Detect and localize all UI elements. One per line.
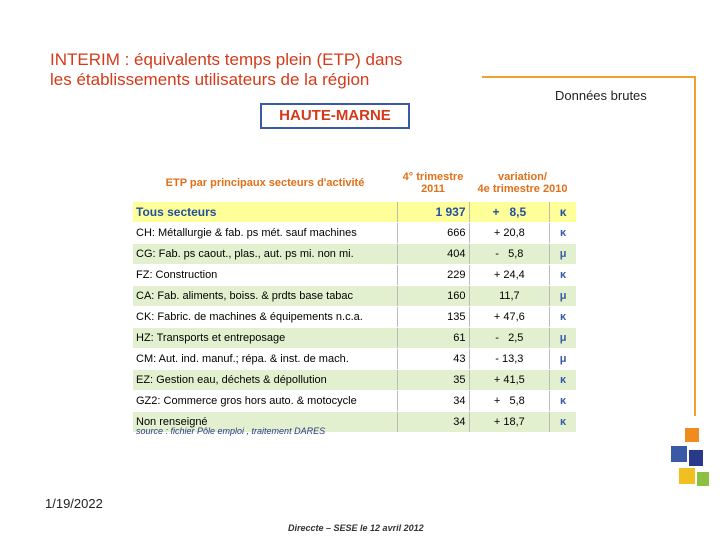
table-cell: GZ2: Commerce gros hors auto. & motocycl…: [133, 390, 397, 412]
header-cell: variation/4e trimestre 2010: [469, 164, 576, 202]
table-cell: 135: [396, 306, 469, 328]
header-text: variation/: [498, 171, 547, 183]
table-cell: + 20,8: [468, 222, 550, 244]
table-row: CM: Aut. ind. manuf.; répa. & inst. de m…: [133, 348, 576, 370]
title: INTERIM : équivalents temps plein (ETP) …: [50, 50, 470, 90]
table-cell: CA: Fab. aliments, boiss. & prdts base t…: [133, 285, 397, 307]
table-row: CH: Métallurgie & fab. ps mét. sauf mach…: [133, 222, 576, 244]
table-cell: FZ: Construction: [133, 264, 397, 286]
table-cell: κ: [549, 411, 576, 433]
table-cell: 34: [396, 390, 469, 412]
table-cell: 1 937: [396, 202, 469, 223]
table-cell: 61: [396, 327, 469, 349]
table-cell: κ: [549, 264, 576, 286]
table-row: HZ: Transports et entreposage 61- 2,5 μ: [133, 327, 576, 349]
title-line: les établissements utilisateurs de la ré…: [50, 70, 370, 89]
table-row: FZ: Construction 229 + 24,4 κ: [133, 264, 576, 286]
table-cell: 11,7: [468, 285, 550, 307]
table-cell: μ: [549, 327, 576, 349]
footer: Direccte – SESE le 12 avril 2012: [288, 523, 424, 533]
table-cell: HZ: Transports et entreposage: [133, 327, 397, 349]
table-cell: - 13,3: [468, 348, 550, 370]
table-row: EZ: Gestion eau, déchets & dépollution 35…: [133, 369, 576, 391]
table-row: GZ2: Commerce gros hors auto. & motocycl…: [133, 390, 576, 412]
table-row: Tous secteurs 1 937 + 8,5 κ: [133, 202, 576, 223]
table-cell: 666: [396, 222, 469, 244]
header-text: 4e trimestre 2010: [477, 183, 568, 195]
header-cell: ETP par principaux secteurs d'activité: [165, 177, 365, 189]
table-cell: + 8,5: [468, 202, 550, 223]
region: HAUTE-MARNE: [260, 103, 410, 129]
table-cell: + 41,5: [468, 369, 550, 391]
table-cell: 43: [396, 348, 469, 370]
logo: [671, 428, 709, 486]
table-cell: + 47,6: [468, 306, 550, 328]
table-cell: κ: [549, 390, 576, 412]
table-cell: Non renseigné: [133, 411, 397, 433]
table-cell: μ: [549, 348, 576, 370]
table-cell: 34: [396, 411, 469, 433]
table-cell: + 5,8: [468, 390, 550, 412]
table-cell: κ: [549, 306, 576, 328]
table-cell: - 5,8: [468, 243, 550, 265]
table-row: CG: Fab. ps caout., plas., aut. ps mi. n…: [133, 243, 576, 265]
header-cell: 4° trimestre 2011: [397, 164, 469, 202]
rule: [482, 76, 696, 78]
source: source : fichier Pôle emploi , traitemen…: [136, 426, 326, 436]
table: ETP par principaux secteurs d'activité 4…: [133, 164, 576, 433]
table-cell: 160: [396, 285, 469, 307]
table-cell: CH: Métallurgie & fab. ps mét. sauf mach…: [133, 222, 397, 244]
table-cell: CM: Aut. ind. manuf.; répa. & inst. de m…: [133, 348, 397, 370]
table-cell: 35: [396, 369, 469, 391]
table-cell: CK: Fabric. de machines & équipements n.…: [133, 306, 397, 328]
table-cell: μ: [549, 285, 576, 307]
date: 1/19/2022: [45, 496, 103, 511]
table-cell: μ: [549, 243, 576, 265]
table-cell: Tous secteurs: [133, 202, 397, 223]
table-row: Non renseigné 34 + 18,7 κ: [133, 411, 576, 433]
table-cell: + 24,4: [468, 264, 550, 286]
title-line: INTERIM : équivalents temps plein (ETP) …: [50, 50, 403, 69]
table-cell: κ: [549, 222, 576, 244]
table-cell: EZ: Gestion eau, déchets & dépollution: [133, 369, 397, 391]
table-cell: κ: [549, 202, 576, 223]
label: Données brutes: [555, 88, 647, 103]
table-cell: - 2,5: [468, 327, 550, 349]
table-cell: + 18,7: [468, 411, 550, 433]
header-row: ETP par principaux secteurs d'activité 4…: [133, 164, 576, 202]
table-cell: κ: [549, 369, 576, 391]
table-row: CK: Fabric. de machines & équipements n.…: [133, 306, 576, 328]
header-text: 2011: [421, 183, 445, 195]
table-row: CA: Fab. aliments, boiss. & prdts base t…: [133, 285, 576, 307]
table-cell: 229: [396, 264, 469, 286]
table-cell: CG: Fab. ps caout., plas., aut. ps mi. n…: [133, 243, 397, 265]
header-text: 4° trimestre: [402, 171, 464, 183]
table-cell: 404: [396, 243, 469, 265]
rule: [694, 76, 696, 416]
